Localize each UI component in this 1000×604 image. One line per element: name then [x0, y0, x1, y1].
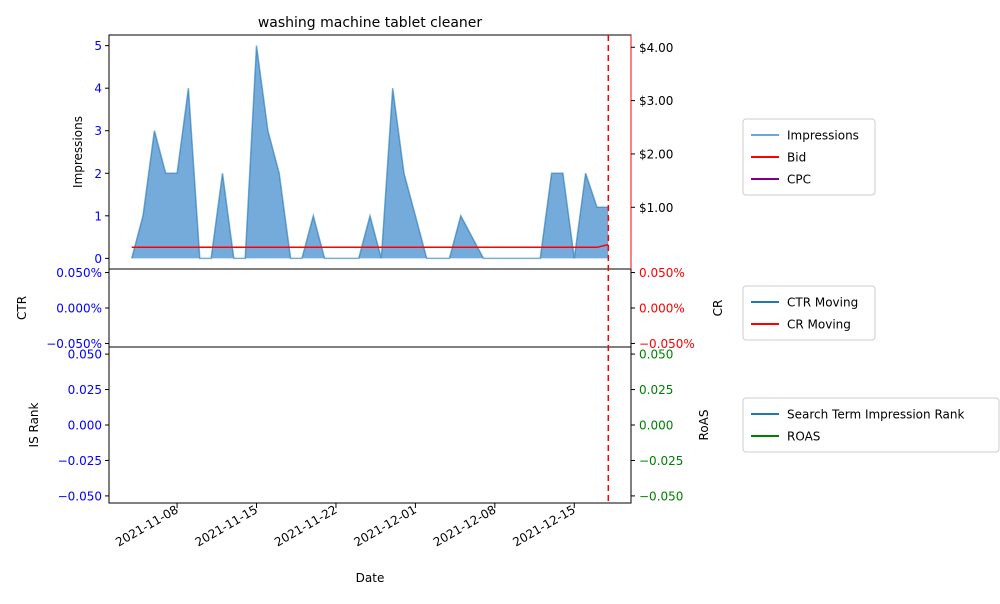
- impressions-axis-label: Impressions: [71, 116, 85, 188]
- y-tick-label: 3: [94, 124, 102, 138]
- bid-line: [131, 243, 609, 249]
- impressions-line: [130, 45, 609, 260]
- legend-box: [742, 285, 876, 341]
- x-tick-label: 2021-12-08: [431, 502, 498, 549]
- panel-ctr-frame: [108, 268, 632, 348]
- legend-label: Impressions: [787, 129, 859, 143]
- y-tick-label: 2: [94, 167, 102, 181]
- roas-axis-label: RoAS: [697, 410, 711, 441]
- y2-tick-label: 0.025: [639, 383, 673, 397]
- legend-label: CR Moving: [787, 318, 851, 332]
- y2-tick-label: $3.00: [639, 94, 673, 108]
- y2-tick-label: −0.025: [639, 454, 683, 468]
- y2-tick-label: 0.050: [639, 348, 673, 362]
- legend-box: [742, 397, 1000, 453]
- x-tick-label: 2021-12-15: [510, 502, 577, 549]
- y2-tick-label: 0.000%: [639, 302, 685, 316]
- y2-tick-label: −0.050%: [639, 337, 695, 351]
- x-tick-label: 2021-11-22: [272, 502, 339, 549]
- y-tick-label: 0.000%: [56, 302, 102, 316]
- y2-tick-label: 0.000: [639, 419, 673, 433]
- legend-box: [742, 118, 876, 196]
- y-tick-label: −0.050%: [46, 337, 102, 351]
- legend-label: ROAS: [787, 430, 820, 444]
- x-tick-label: 2021-12-01: [351, 502, 418, 549]
- y-tick-label: 0.050: [68, 348, 102, 362]
- legend-label: Bid: [787, 151, 806, 165]
- y2-tick-label: $4.00: [639, 41, 673, 55]
- is-rank-axis-label: IS Rank: [27, 402, 41, 447]
- y-tick-label: 0.000: [68, 419, 102, 433]
- impressions-area: [131, 45, 609, 259]
- legend-label: CPC: [787, 173, 811, 187]
- legend-label: CTR Moving: [787, 296, 858, 310]
- x-axis-label: Date: [356, 571, 385, 585]
- y2-tick-label: 0.050%: [639, 266, 685, 280]
- ctr-axis-label: CTR: [15, 296, 29, 320]
- y2-tick-label: −0.050: [639, 489, 683, 503]
- y-tick-label: 1: [94, 209, 102, 223]
- y-tick-label: 0: [94, 252, 102, 266]
- y-tick-label: 4: [94, 82, 102, 96]
- y-tick-label: −0.025: [58, 454, 102, 468]
- y2-tick-label: $1.00: [639, 201, 673, 215]
- panel-rank-frame: [108, 346, 632, 504]
- y-tick-label: 5: [94, 39, 102, 53]
- y2-tick-label: $2.00: [639, 147, 673, 161]
- x-tick-label: 2021-11-15: [193, 502, 260, 549]
- y-tick-label: −0.050: [58, 489, 102, 503]
- y-tick-label: 0.025: [68, 383, 102, 397]
- chart-title: washing machine tablet cleaner: [258, 15, 483, 31]
- y-tick-label: 0.050%: [56, 266, 102, 280]
- cr-axis-label: CR: [711, 300, 725, 317]
- legend-label: Search Term Impression Rank: [787, 408, 964, 422]
- x-tick-label: 2021-11-08: [113, 502, 180, 549]
